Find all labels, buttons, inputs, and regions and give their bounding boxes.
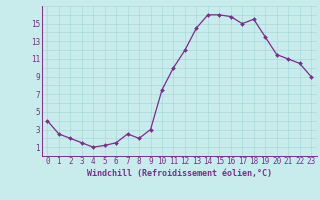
X-axis label: Windchill (Refroidissement éolien,°C): Windchill (Refroidissement éolien,°C) [87,169,272,178]
